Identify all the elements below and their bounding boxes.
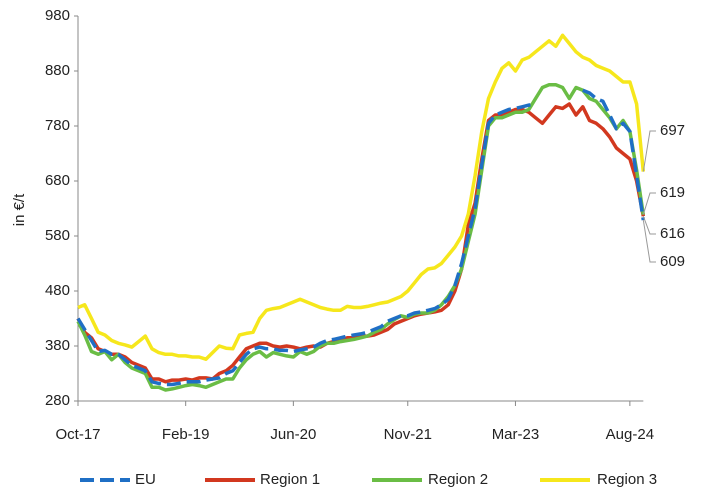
x-tick-label: Nov-21 <box>384 426 432 443</box>
x-tick-label: Mar-23 <box>492 426 540 443</box>
data-line <box>76 88 646 387</box>
x-tick-label: Aug-24 <box>606 426 654 443</box>
data-line <box>76 83 646 392</box>
y-tick-label: 680 <box>45 172 70 189</box>
legend-label: Region 2 <box>428 471 488 488</box>
leader-line <box>642 192 656 215</box>
y-tick-label: 280 <box>45 392 70 409</box>
annotation: 616 <box>660 225 685 242</box>
legend-label: Region 3 <box>597 471 657 488</box>
x-tick-label: Feb-19 <box>162 426 210 443</box>
legend-label: EU <box>135 471 156 488</box>
annotation: 619 <box>660 184 685 201</box>
y-tick-label: 780 <box>45 117 70 134</box>
legend-label: Region 1 <box>260 471 320 488</box>
y-tick-label: 480 <box>45 282 70 299</box>
leader-line <box>642 219 656 263</box>
x-tick-label: Jun-20 <box>270 426 316 443</box>
y-tick-label: 580 <box>45 227 70 244</box>
data-line <box>77 33 646 361</box>
y-axis-label: in €/t <box>11 193 28 226</box>
y-tick-label: 980 <box>45 7 70 24</box>
y-tick-label: 380 <box>45 337 70 354</box>
x-tick-label: Oct-17 <box>55 426 100 443</box>
leader-line <box>642 130 656 172</box>
annotation: 697 <box>660 122 685 139</box>
leader-line <box>642 216 656 235</box>
y-tick-label: 880 <box>45 62 70 79</box>
annotation: 609 <box>660 253 685 270</box>
data-line <box>76 102 646 384</box>
